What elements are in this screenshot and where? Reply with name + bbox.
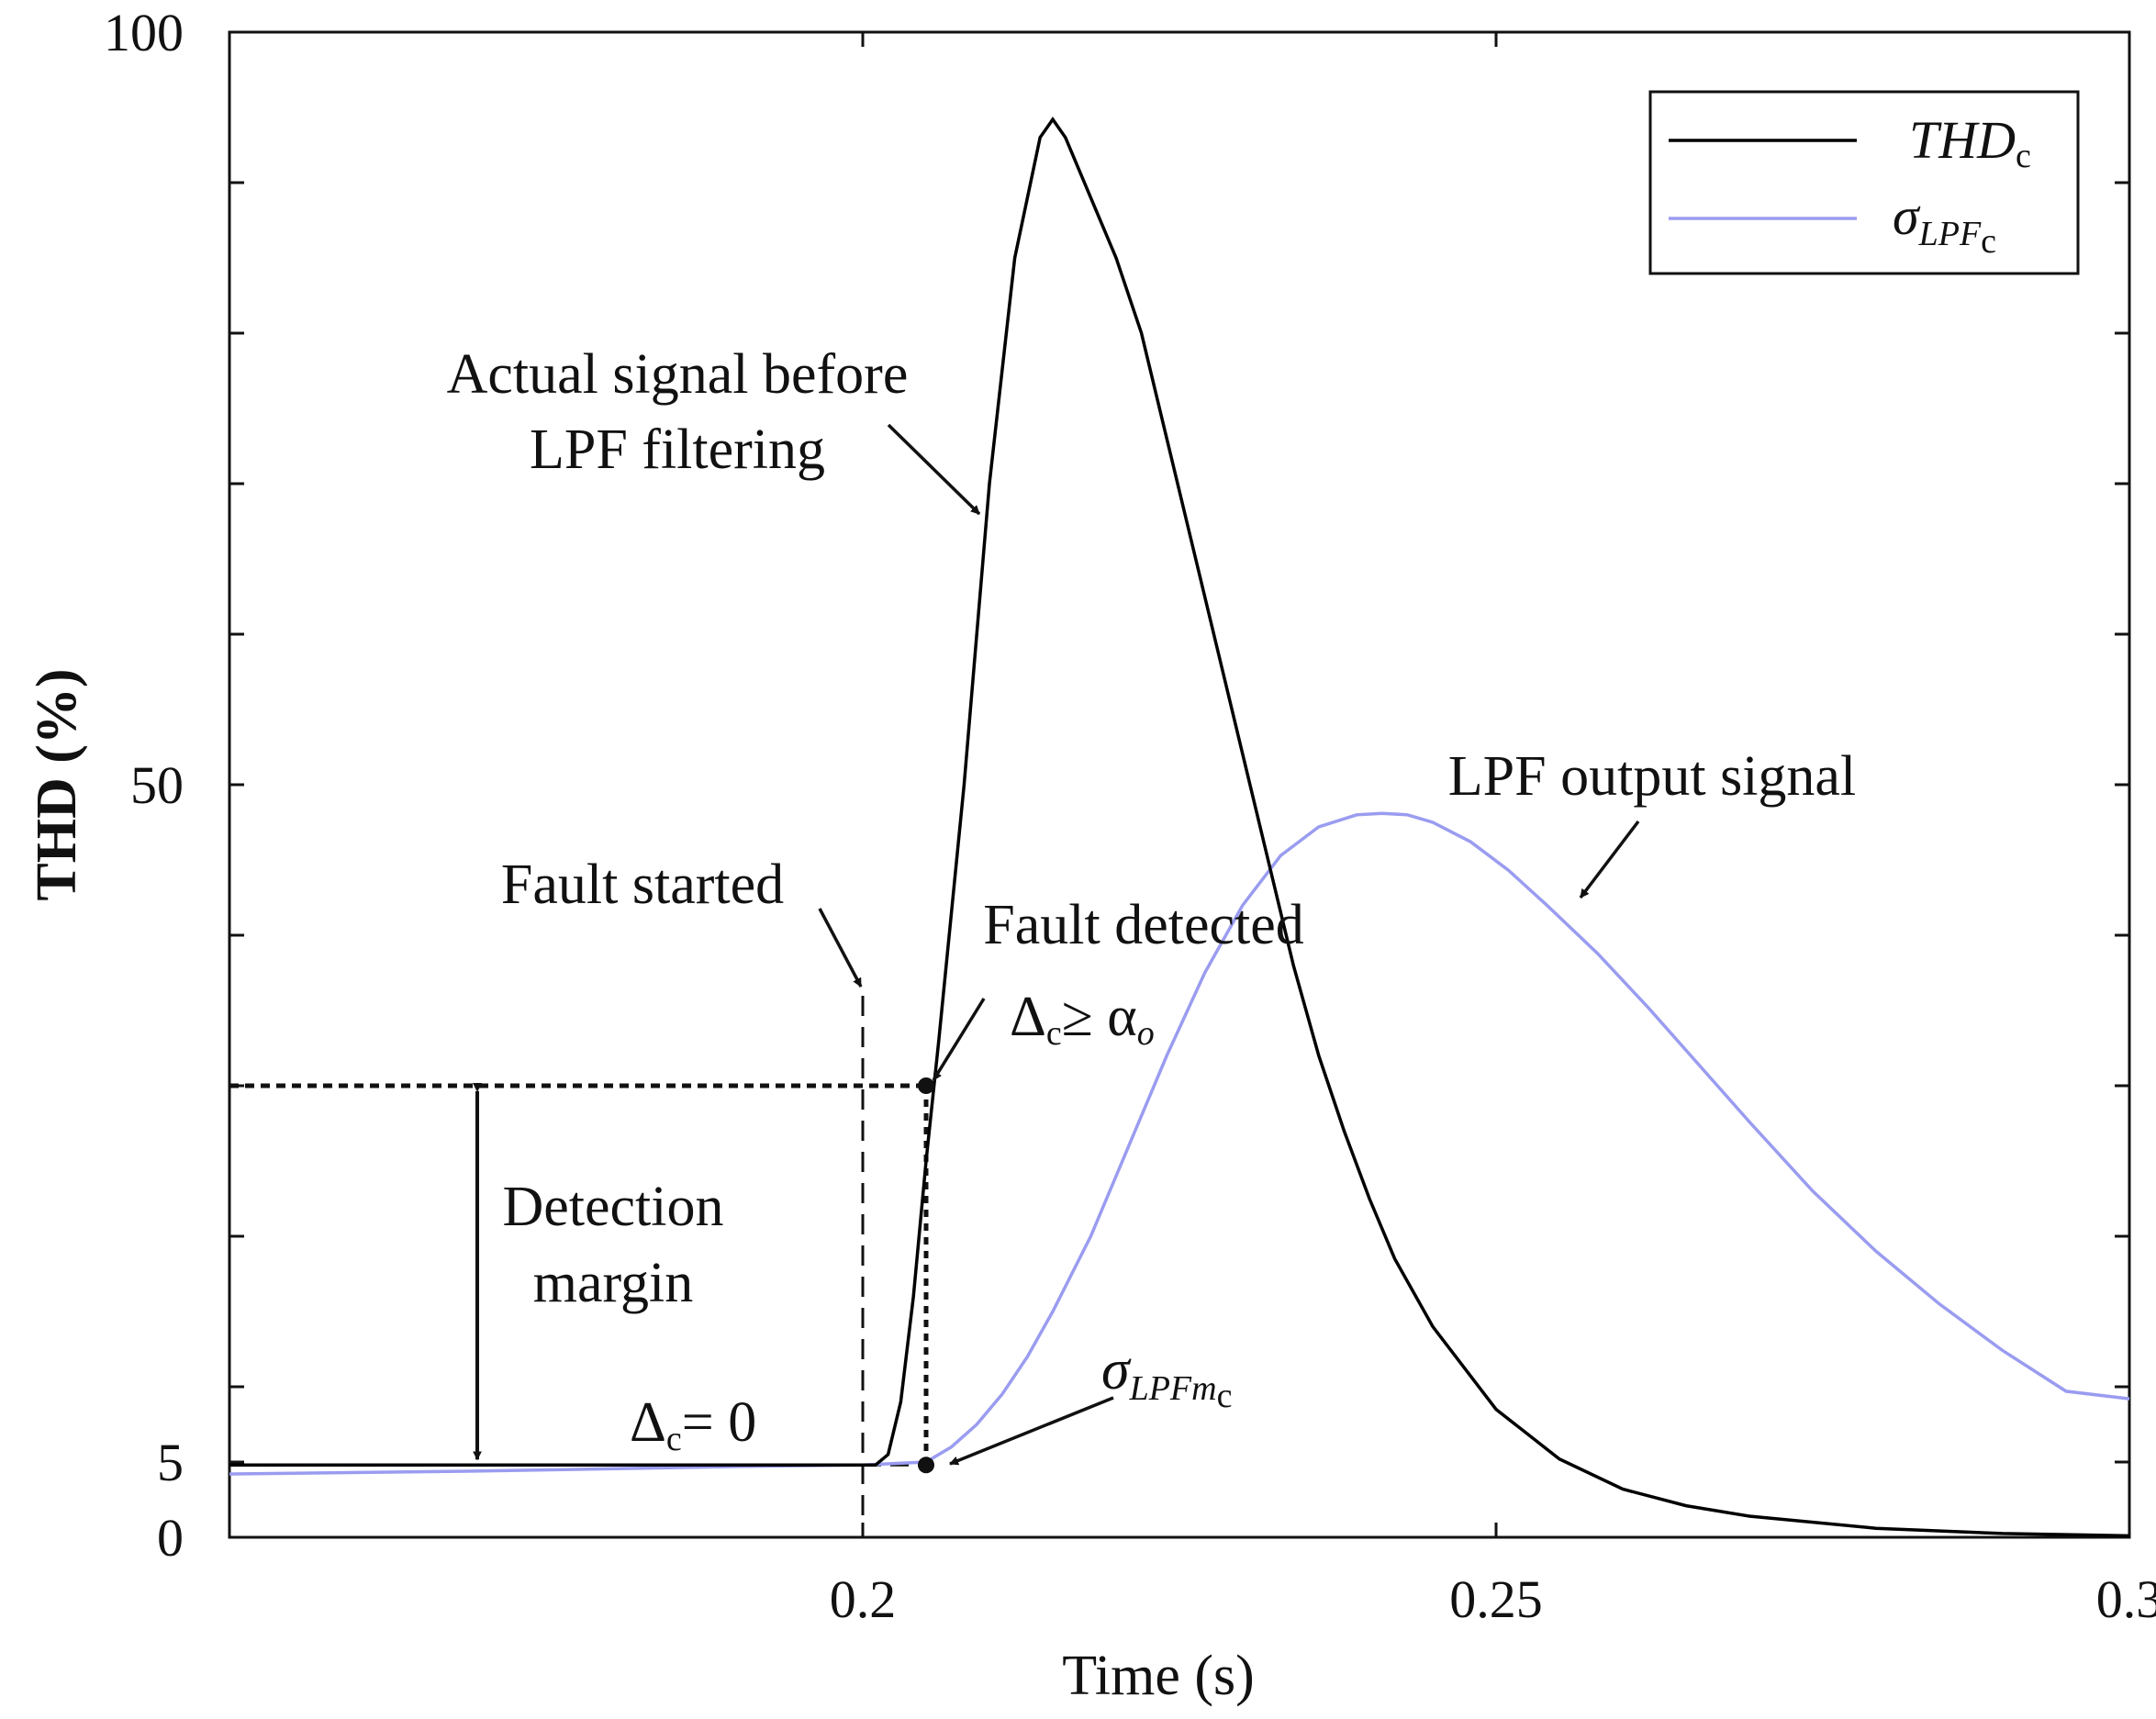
- sigma-min-arrow: [949, 1396, 1114, 1466]
- y-tick-label: 0: [157, 1508, 184, 1568]
- y-tick-label: 50: [130, 755, 184, 815]
- series-sigma-lpf-line: [229, 811, 2130, 1476]
- y-axis-title: THD (%): [26, 668, 88, 900]
- x-tick-label: 0.3: [2096, 1569, 2156, 1629]
- x-tick-label: 0.2: [830, 1569, 897, 1629]
- detection-point: [918, 1077, 934, 1094]
- delta-zero-label: Δc= 0: [630, 1391, 756, 1458]
- legend-label-sigma: σLPFc: [1893, 186, 1996, 261]
- actual-signal-arrow: [887, 423, 981, 516]
- y-tick-label: 100: [104, 3, 184, 62]
- fault-started-label: Fault started: [501, 854, 784, 916]
- detection-margin-label-line2: margin: [533, 1252, 694, 1314]
- lpf-output-arrow: [1579, 820, 1640, 899]
- x-tick-label: 0.25: [1449, 1569, 1543, 1629]
- actual-signal-label-line1: Actual signal before: [447, 343, 909, 406]
- legend-box: [1648, 90, 2080, 275]
- series-thd-line: [229, 117, 2130, 1538]
- sigma-min-label: σLPFmc: [1101, 1339, 1232, 1415]
- y-tick-label: 5: [157, 1433, 184, 1492]
- legend-label-thd: THDc: [1909, 110, 2031, 175]
- fault-started-arrow: [818, 908, 863, 988]
- fault-detected-arrow: [932, 998, 986, 1081]
- legend: THDc σLPFc: [1648, 90, 2080, 275]
- base-point: [918, 1457, 934, 1474]
- detection-condition-label: Δc≥ αo: [1010, 986, 1155, 1053]
- fault-detected-label: Fault detected: [983, 894, 1303, 956]
- x-axis-title: Time (s): [1062, 1645, 1255, 1707]
- actual-signal-label-line2: LPF filtering: [530, 419, 825, 481]
- lpf-output-label: LPF output signal: [1448, 745, 1856, 808]
- detection-margin-label-line1: Detection: [502, 1176, 723, 1238]
